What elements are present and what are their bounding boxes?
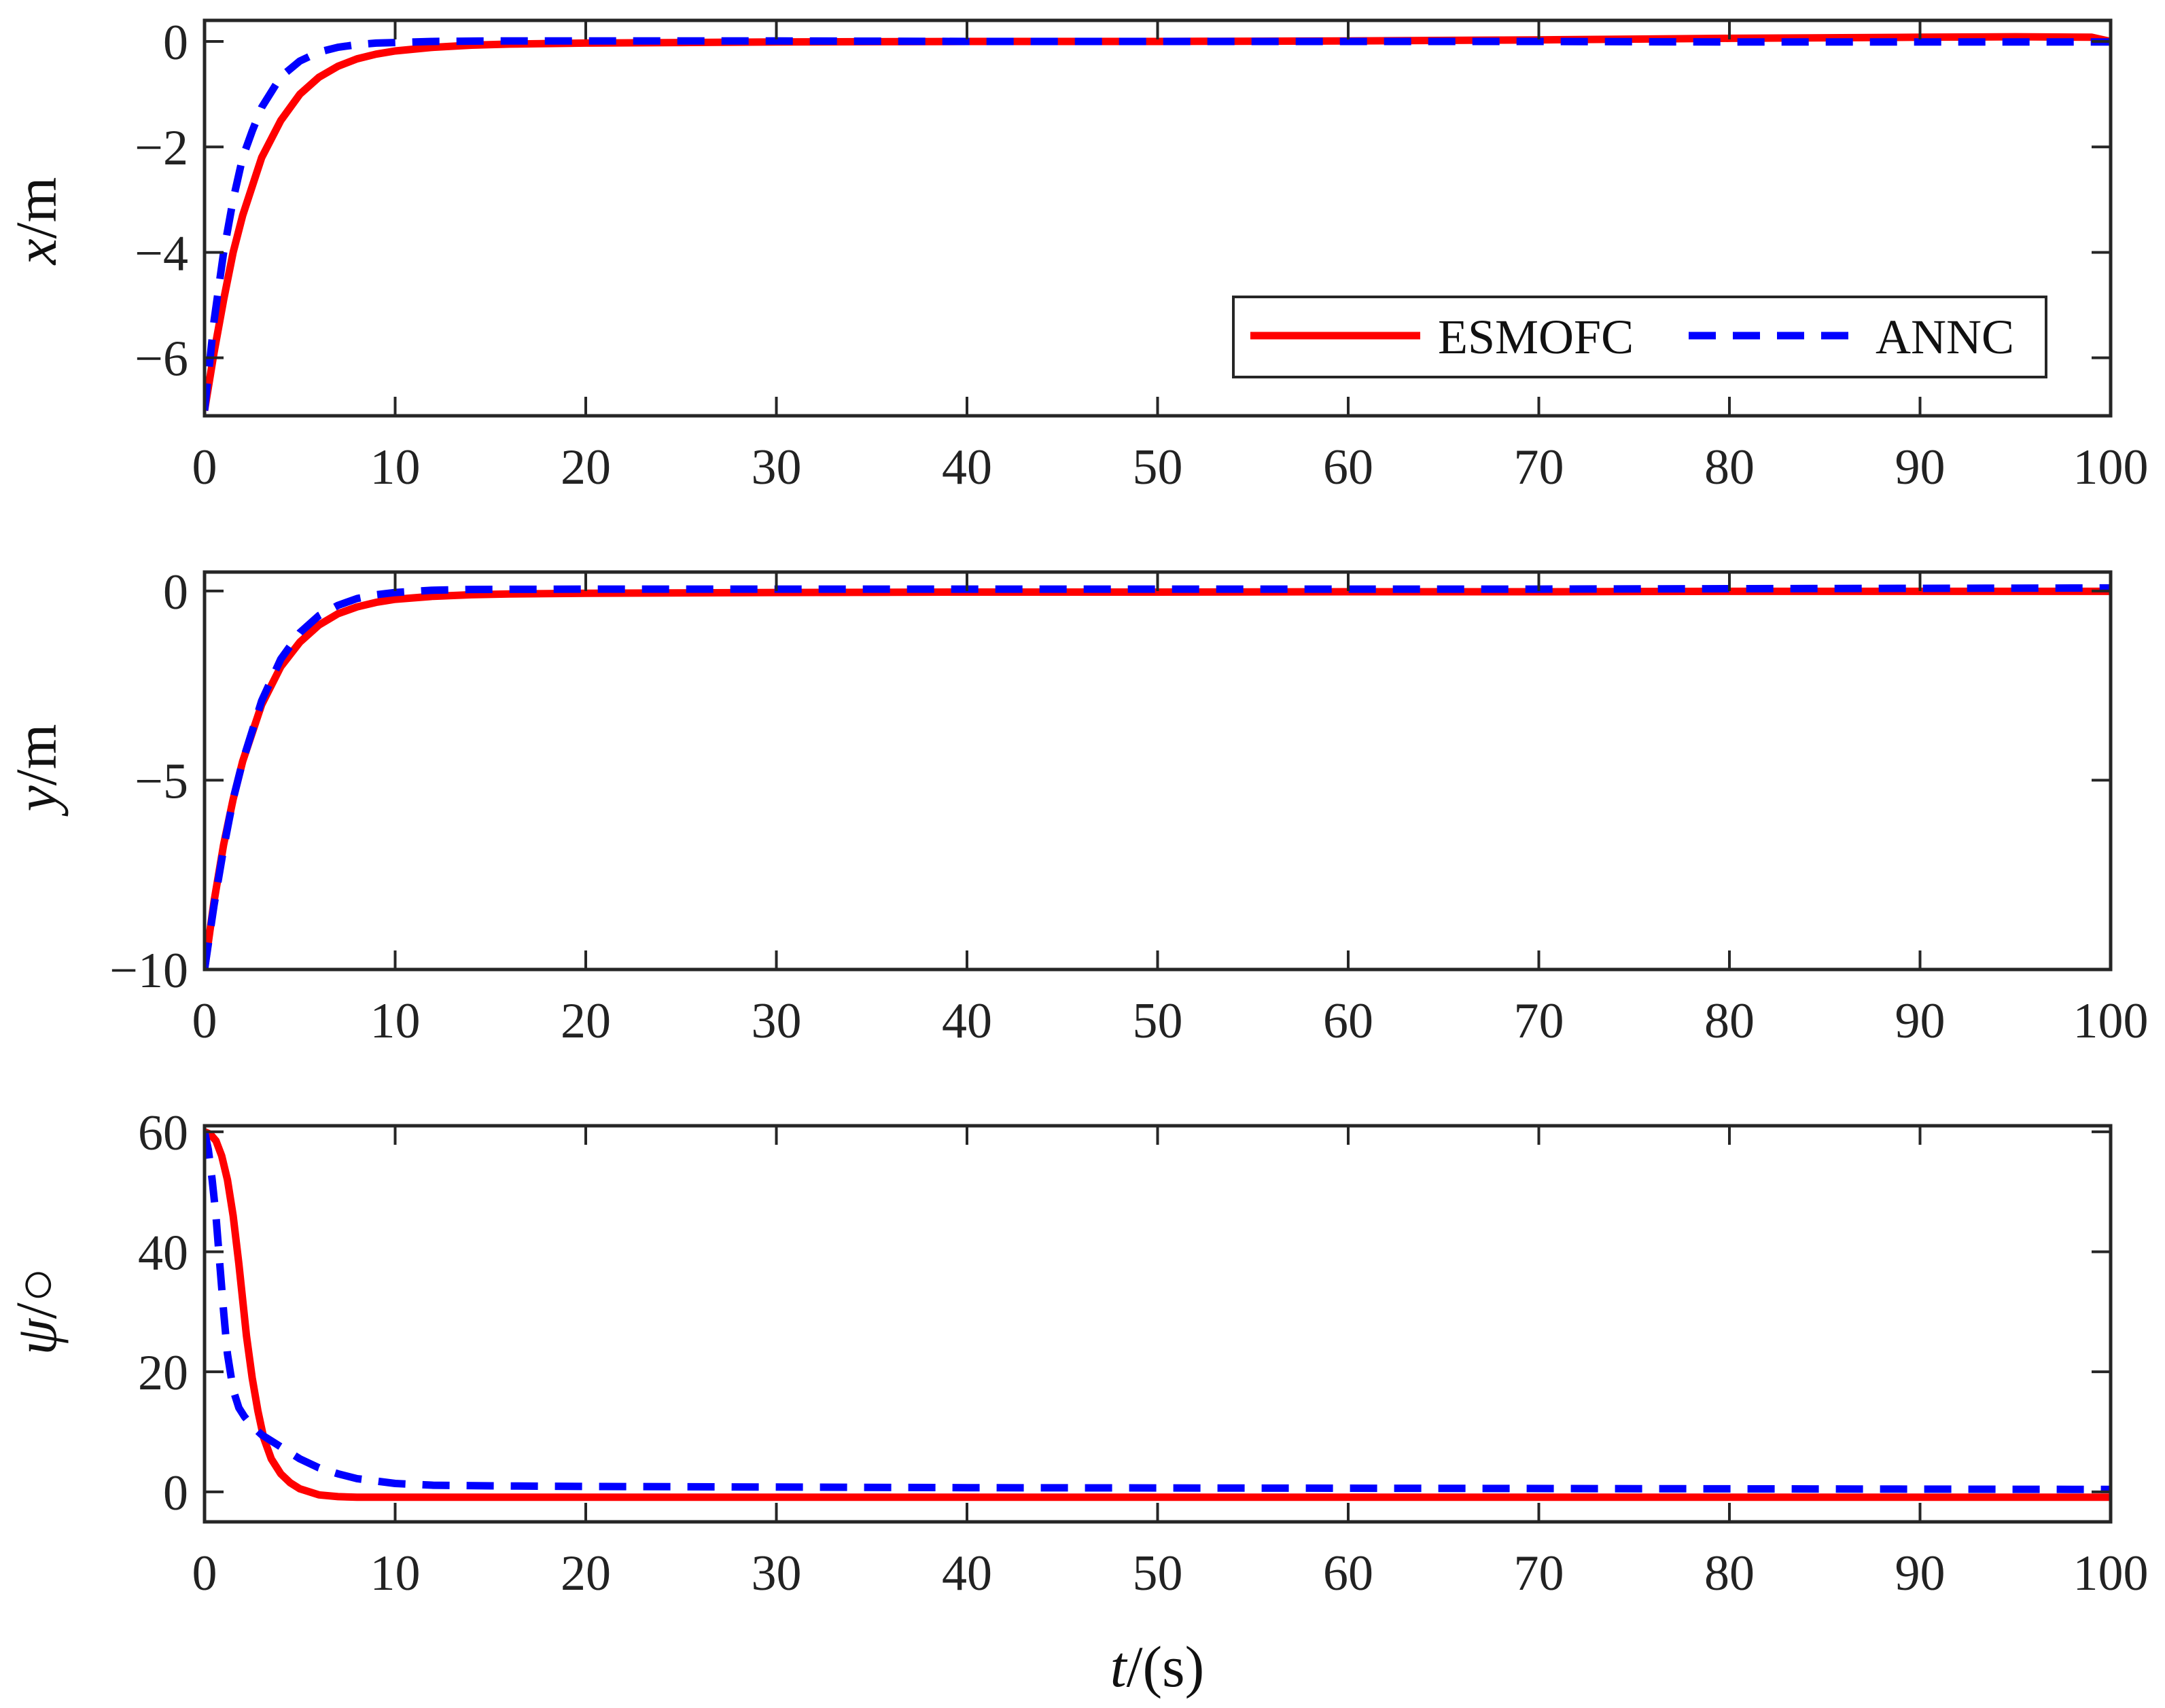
y-xtick-label-50: 50 [1133, 993, 1183, 1049]
y-ytick-label-2: −10 [109, 943, 188, 999]
psi-xtick-label-10: 10 [370, 1546, 421, 1601]
x-xtick-label-90: 90 [1895, 440, 1946, 495]
x-xtick-label-40: 40 [942, 440, 992, 495]
y-xtick-label-30: 30 [752, 993, 802, 1049]
x-xtick-label-0: 0 [192, 440, 217, 495]
psi-xtick-label-100: 100 [2073, 1546, 2149, 1601]
psi-panel-ylabel: ψ/○ [3, 1267, 69, 1355]
time-axis-label: t/(s) [1110, 1634, 1205, 1699]
y-xtick-label-10: 10 [370, 993, 421, 1049]
legend-label-annc: ANNC [1876, 310, 2014, 364]
y-xtick-label-60: 60 [1323, 993, 1373, 1049]
time-axis-label-unit: /(s) [1127, 1634, 1205, 1699]
psi-ytick-label-3: 0 [163, 1465, 188, 1521]
x-xtick-label-20: 20 [561, 440, 611, 495]
psi-panel-ylabel-var: ψ [3, 1318, 69, 1355]
x-xtick-label-60: 60 [1323, 440, 1373, 495]
x-series-annc [205, 37, 2111, 411]
y-ytick-label-1: −5 [135, 753, 188, 809]
x-xtick-label-70: 70 [1514, 440, 1564, 495]
x-panel-ylabel: x/m [3, 177, 69, 266]
x-panel-ylabel-unit: /m [3, 177, 69, 239]
x-xtick-label-50: 50 [1133, 440, 1183, 495]
psi-xtick-label-80: 80 [1704, 1546, 1755, 1601]
psi-series-esmofc [205, 1128, 2111, 1501]
x-ytick-label-2: −4 [135, 226, 188, 281]
psi-ytick-label-2: 20 [138, 1345, 188, 1401]
psi-panel-ylabel-unit: /○ [3, 1267, 69, 1319]
y-position-panel: y/m 0 10 20 30 40 50 60 70 80 90 100 0 −5 −10 [3, 565, 2149, 1049]
psi-xtick-label-70: 70 [1514, 1546, 1564, 1601]
psi-xtick-label-50: 50 [1133, 1546, 1183, 1601]
x-xtick-label-30: 30 [752, 440, 802, 495]
psi-series-annc [205, 1131, 2111, 1493]
y-xtick-label-20: 20 [561, 993, 611, 1049]
y-xtick-label-80: 80 [1704, 993, 1755, 1049]
x-xtick-label-10: 10 [370, 440, 421, 495]
psi-ytick-label-0: 60 [138, 1105, 188, 1161]
y-panel-ylabel-unit: /m [3, 724, 69, 786]
x-panel-ylabel-var: x [3, 238, 69, 266]
x-series-esmofc [205, 33, 2111, 412]
psi-xtick-label-40: 40 [942, 1546, 992, 1601]
time-axis-label-var: t [1110, 1634, 1128, 1699]
x-ytick-label-3: −6 [135, 332, 188, 387]
x-xtick-label-80: 80 [1704, 440, 1755, 495]
legend-label-esmofc: ESMOFC [1438, 310, 1634, 364]
y-xtick-label-90: 90 [1895, 993, 1946, 1049]
y-ytick-label-0: 0 [163, 565, 188, 620]
y-panel-ylabel-var: y [3, 785, 69, 817]
y-series-annc [205, 584, 2111, 969]
x-ytick-label-0: 0 [163, 15, 188, 71]
heading-angle-panel: ψ/○ t/(s) 0 10 20 30 40 50 60 70 80 90 100 60 40 20 0 [3, 1105, 2149, 1699]
psi-xtick-label-0: 0 [192, 1546, 217, 1601]
x-xtick-label-100: 100 [2073, 440, 2149, 495]
x-position-panel: x/m 0 10 20 30 40 50 60 70 80 90 100 0 −2 −4 −6 [3, 15, 2149, 495]
x-ytick-label-1: −2 [135, 120, 188, 176]
y-xtick-label-70: 70 [1514, 993, 1564, 1049]
psi-xtick-label-60: 60 [1323, 1546, 1373, 1601]
psi-ytick-label-1: 40 [138, 1226, 188, 1281]
y-series-esmofc [205, 587, 2111, 969]
legend: ESMOFC ANNC [1232, 296, 2047, 378]
y-xtick-label-100: 100 [2073, 993, 2149, 1049]
y-xtick-label-40: 40 [942, 993, 992, 1049]
y-panel-ylabel: y/m [3, 724, 69, 817]
psi-xtick-label-90: 90 [1895, 1546, 1946, 1601]
y-xtick-label-0: 0 [192, 993, 217, 1049]
psi-xtick-label-20: 20 [561, 1546, 611, 1601]
psi-xtick-label-30: 30 [752, 1546, 802, 1601]
